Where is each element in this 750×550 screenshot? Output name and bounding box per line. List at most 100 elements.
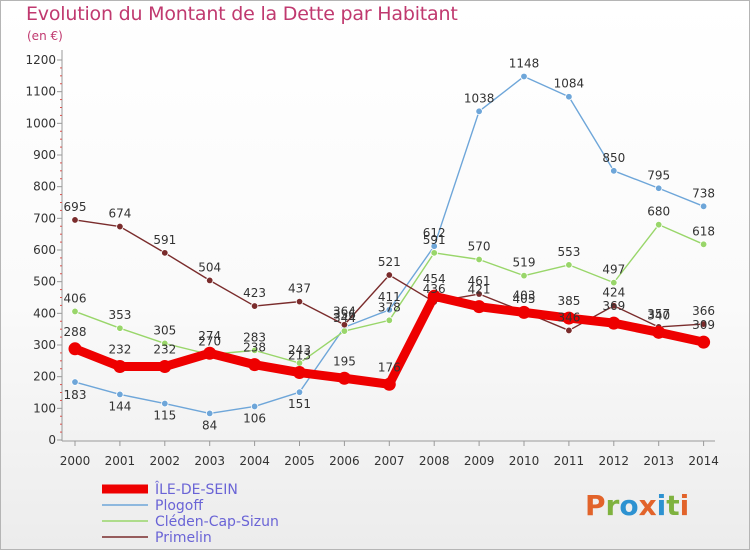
- data-label: 795: [647, 168, 670, 182]
- x-tick-label: 2014: [688, 454, 719, 468]
- x-tick-label: 2008: [419, 454, 450, 468]
- data-point: [295, 388, 304, 396]
- x-tick-label: 2003: [194, 454, 225, 468]
- y-tick-label: 700: [33, 211, 56, 225]
- data-point: [385, 306, 393, 314]
- data-point: [340, 327, 349, 335]
- data-point: [475, 290, 483, 298]
- data-label: 357: [647, 307, 670, 321]
- data-point: [71, 378, 79, 386]
- data-point: [475, 255, 483, 264]
- data-point: [610, 278, 618, 287]
- data-point: [699, 320, 708, 328]
- x-tick-label: 2005: [284, 454, 315, 468]
- data-label: 612: [423, 226, 446, 240]
- y-tick-label: 600: [33, 243, 56, 257]
- data-label: 288: [64, 325, 87, 339]
- y-tick-label: 200: [33, 370, 56, 384]
- data-label: 232: [153, 343, 176, 357]
- x-tick-label: 2012: [599, 454, 630, 468]
- x-tick-label: 2006: [329, 454, 360, 468]
- data-point: [655, 220, 663, 229]
- data-point: [71, 216, 79, 224]
- data-point: [248, 358, 262, 372]
- data-point: [293, 366, 306, 380]
- data-point: [116, 222, 124, 231]
- x-tick-label: 2013: [643, 454, 674, 468]
- data-label: 424: [602, 286, 625, 300]
- y-tick-label: 500: [33, 275, 56, 289]
- data-label: 411: [378, 290, 401, 304]
- y-tick-label: 1000: [25, 116, 56, 130]
- data-point: [652, 325, 666, 339]
- y-tick-label: 900: [33, 148, 56, 162]
- data-point: [116, 324, 124, 332]
- chart-title: Evolution du Montant de la Dette par Hab…: [26, 3, 458, 25]
- data-point: [699, 202, 708, 210]
- data-label: 406: [64, 291, 87, 305]
- data-label: 305: [153, 323, 176, 337]
- data-point: [203, 346, 217, 360]
- data-label: 243: [288, 343, 311, 357]
- data-label: 695: [64, 200, 87, 214]
- data-label: 369: [602, 299, 625, 313]
- data-label: 553: [557, 245, 580, 259]
- data-point: [113, 360, 127, 374]
- data-label: 405: [513, 292, 536, 306]
- data-point: [295, 297, 304, 306]
- data-label: 340: [647, 308, 670, 322]
- data-label: 1148: [509, 56, 540, 70]
- data-point: [68, 342, 82, 356]
- data-label: 176: [378, 360, 401, 374]
- data-point: [250, 402, 259, 411]
- data-label: 283: [243, 330, 266, 344]
- series-2: [71, 220, 708, 367]
- data-label: 437: [288, 282, 311, 296]
- data-label: 115: [153, 409, 176, 423]
- data-point: [250, 302, 259, 310]
- y-tick-label: 100: [33, 401, 56, 415]
- chart-subtitle: (en €): [27, 29, 63, 43]
- logo-icon: Proxiti: [585, 489, 689, 522]
- data-label: 591: [153, 233, 176, 247]
- data-label: 1084: [554, 77, 585, 91]
- data-point: [472, 300, 486, 314]
- data-point: [699, 240, 708, 248]
- data-point: [475, 107, 483, 115]
- data-label: 378: [378, 300, 401, 314]
- data-point: [161, 399, 169, 408]
- data-point: [427, 289, 441, 303]
- y-tick-label: 1200: [25, 53, 56, 67]
- x-tick-label: 2007: [374, 454, 405, 468]
- data-label: 403: [513, 288, 536, 302]
- data-point: [430, 249, 438, 257]
- data-point: [610, 302, 618, 310]
- x-tick-label: 2009: [464, 454, 495, 468]
- data-label: 1038: [464, 91, 495, 105]
- series-1: [71, 72, 708, 418]
- data-point: [205, 276, 214, 285]
- x-tick-label: 2011: [554, 454, 585, 468]
- data-label: 850: [602, 151, 625, 165]
- data-label: 309: [692, 318, 715, 332]
- data-label: 423: [243, 286, 266, 300]
- x-tick-label: 2010: [509, 454, 540, 468]
- data-label: 618: [692, 224, 715, 238]
- data-point: [565, 261, 573, 269]
- data-label: 461: [468, 274, 491, 288]
- data-label: 151: [288, 397, 311, 411]
- data-label: 84: [202, 418, 217, 432]
- data-label: 436: [423, 282, 446, 296]
- data-point: [607, 316, 621, 330]
- data-point: [520, 271, 528, 280]
- data-label: 356: [333, 307, 356, 321]
- data-label: 144: [108, 399, 131, 413]
- data-label: 353: [108, 308, 131, 322]
- x-tick-label: 2000: [60, 454, 91, 468]
- y-tick-label: 0: [48, 433, 56, 447]
- data-point: [655, 184, 663, 192]
- data-label: 274: [198, 329, 221, 343]
- y-tick-label: 800: [33, 180, 56, 194]
